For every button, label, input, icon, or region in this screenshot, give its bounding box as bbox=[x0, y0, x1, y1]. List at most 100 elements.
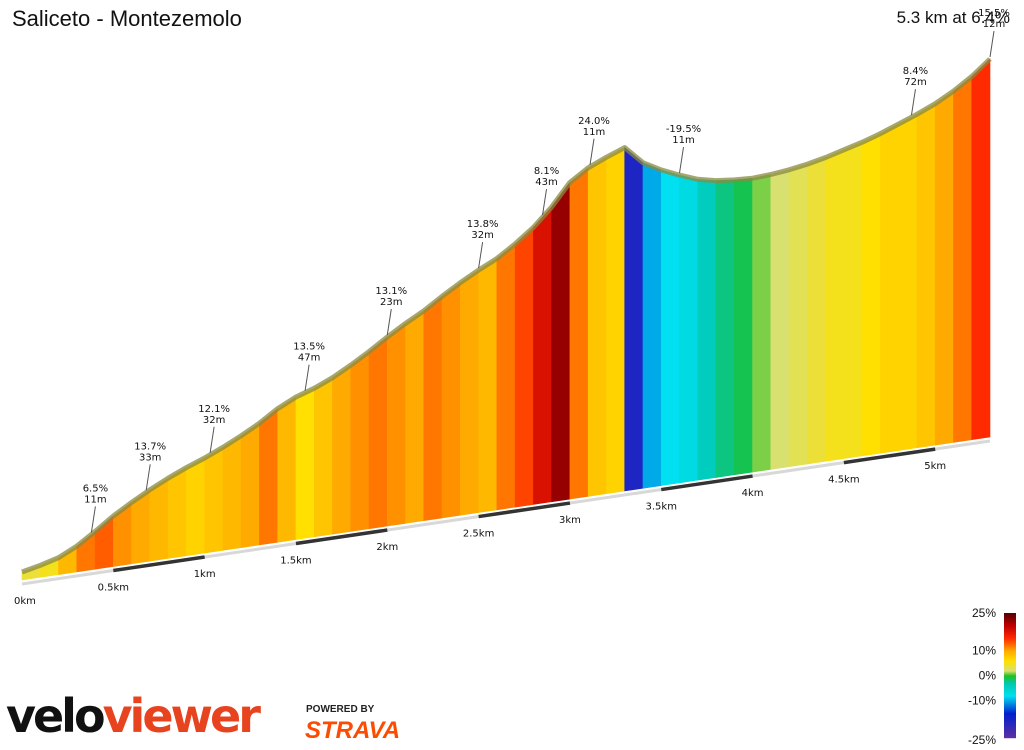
legend-swatch bbox=[1004, 689, 1016, 691]
legend-swatch bbox=[1004, 712, 1016, 714]
legend-swatch bbox=[1004, 697, 1016, 699]
legend-swatch bbox=[1004, 718, 1016, 720]
annotation-grade: -19.5% bbox=[666, 124, 701, 135]
legend-swatch bbox=[1004, 724, 1016, 726]
legend-swatch bbox=[1004, 625, 1016, 627]
legend-swatch bbox=[1004, 691, 1016, 693]
legend-label: -10% bbox=[968, 694, 996, 708]
legend-swatch bbox=[1004, 701, 1016, 703]
legend-swatch bbox=[1004, 657, 1016, 659]
legend-swatch bbox=[1004, 652, 1016, 654]
legend-swatch bbox=[1004, 626, 1016, 628]
annotation-grade: 13.5% bbox=[293, 342, 325, 353]
profile-segment bbox=[916, 103, 936, 449]
legend-swatch bbox=[1004, 700, 1016, 702]
profile-segment bbox=[186, 457, 205, 557]
legend-swatch bbox=[1004, 711, 1016, 713]
annotation-length: 23m bbox=[380, 297, 402, 308]
annotation-length: 11m bbox=[672, 135, 694, 146]
legend-swatch bbox=[1004, 641, 1016, 643]
tick-label: 5km bbox=[924, 461, 946, 472]
legend-swatch bbox=[1004, 665, 1016, 667]
profile-segment bbox=[332, 364, 352, 535]
legend-swatch bbox=[1004, 686, 1016, 688]
legend-swatch bbox=[1004, 732, 1016, 734]
profile-segment bbox=[606, 147, 626, 495]
legend-swatch bbox=[1004, 642, 1016, 644]
profile-segment bbox=[204, 446, 224, 554]
legend-swatch bbox=[1004, 645, 1016, 647]
profile-segment bbox=[423, 295, 443, 521]
profile-segment bbox=[697, 179, 717, 481]
legend-swatch bbox=[1004, 735, 1016, 737]
legend-swatch bbox=[1004, 681, 1016, 683]
strava-wordmark: STRAVA bbox=[305, 717, 400, 744]
profile-segment bbox=[569, 167, 589, 500]
profile-segment bbox=[752, 174, 772, 473]
legend-swatch bbox=[1004, 619, 1016, 621]
legend-swatch bbox=[1004, 630, 1016, 632]
profile-segment bbox=[240, 422, 260, 548]
profile-segment bbox=[587, 156, 607, 497]
legend-swatch bbox=[1004, 679, 1016, 681]
legend-swatch bbox=[1004, 618, 1016, 620]
legend-swatch bbox=[1004, 682, 1016, 684]
gradient-legend: 25% 10% 0% -10% -25% bbox=[968, 606, 1016, 747]
legend-swatch bbox=[1004, 648, 1016, 650]
profile-segment bbox=[679, 174, 699, 484]
annotation-length: 32m bbox=[471, 230, 493, 241]
profile-segment bbox=[715, 179, 735, 478]
legend-swatch bbox=[1004, 695, 1016, 697]
legend-swatch bbox=[1004, 703, 1016, 705]
legend-swatch bbox=[1004, 698, 1016, 700]
tick-label: 2.5km bbox=[463, 529, 494, 540]
legend-swatch bbox=[1004, 728, 1016, 730]
legend-swatch bbox=[1004, 616, 1016, 618]
distance-ticks: 0km 0.5km 1km 1.5km 2km 2.5km 3km 3.5km 4km 4.5km… bbox=[14, 461, 946, 607]
legend-swatch bbox=[1004, 716, 1016, 718]
profile-segment bbox=[660, 169, 680, 486]
annotation-length: 32m bbox=[203, 415, 225, 426]
logo-velo: velo bbox=[6, 689, 104, 743]
legend-swatch bbox=[1004, 658, 1016, 660]
tick-label: 0.5km bbox=[98, 583, 129, 594]
legend-swatch bbox=[1004, 714, 1016, 716]
annotation-length: 11m bbox=[583, 127, 605, 138]
profile-segment bbox=[295, 387, 315, 540]
profile-segment bbox=[807, 157, 826, 465]
annotation-leader bbox=[989, 30, 995, 58]
profile-topline bbox=[21, 57, 992, 575]
legend-swatch bbox=[1004, 643, 1016, 645]
legend-swatch bbox=[1004, 709, 1016, 711]
legend-swatch bbox=[1004, 660, 1016, 662]
annotation-leader bbox=[679, 147, 685, 174]
profile-segment bbox=[514, 226, 534, 508]
legend-swatch bbox=[1004, 644, 1016, 646]
profile-segment bbox=[533, 206, 552, 505]
legend-swatch bbox=[1004, 613, 1016, 615]
legend-swatch bbox=[1004, 734, 1016, 736]
legend-swatch bbox=[1004, 636, 1016, 638]
legend-swatch bbox=[1004, 677, 1016, 679]
profile-segment bbox=[788, 163, 808, 468]
legend-swatch bbox=[1004, 664, 1016, 666]
profile-segment bbox=[642, 162, 662, 489]
legend-swatch bbox=[1004, 615, 1016, 617]
profile-segment bbox=[898, 113, 918, 451]
baseline-segment bbox=[478, 501, 571, 519]
legend-swatch bbox=[1004, 705, 1016, 707]
profile-segment bbox=[971, 58, 991, 441]
tick-label: 3km bbox=[559, 515, 581, 526]
legend-swatch bbox=[1004, 685, 1016, 687]
profile-segment bbox=[624, 146, 644, 492]
annotation-length: 72m bbox=[904, 77, 926, 88]
annotation-length: 33m bbox=[139, 452, 161, 463]
legend-swatch bbox=[1004, 666, 1016, 668]
legend-swatch bbox=[1004, 727, 1016, 729]
profile-segment bbox=[734, 177, 753, 476]
tick-label: 3.5km bbox=[646, 502, 677, 513]
annotation-leader bbox=[910, 89, 916, 116]
legend-swatch bbox=[1004, 654, 1016, 656]
legend-swatch bbox=[1004, 622, 1016, 624]
